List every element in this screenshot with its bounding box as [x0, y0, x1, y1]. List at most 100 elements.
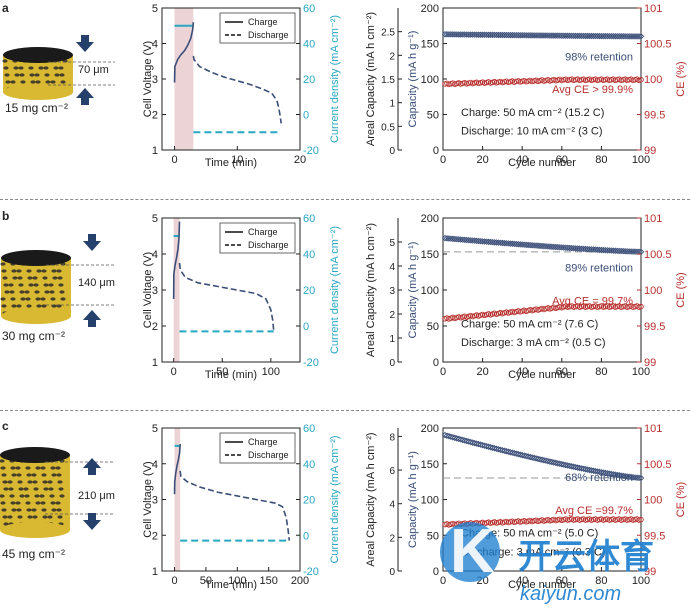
- capacity-point: [570, 245, 577, 252]
- capacity-point: [598, 246, 605, 254]
- pore: [35, 297, 41, 301]
- pore: [10, 501, 16, 505]
- capacity-point: [572, 245, 579, 252]
- y2-tick-label: 100.5: [644, 249, 672, 261]
- capacity-point: [582, 465, 589, 473]
- capacity-point: [602, 246, 609, 254]
- capacity-point: [576, 464, 583, 472]
- capacity-point: [546, 243, 554, 250]
- pore: [1, 269, 7, 273]
- pore: [11, 473, 17, 477]
- capacity-point: [588, 246, 595, 253]
- x-tick-label: 40: [516, 575, 528, 587]
- y-tick-label: 0: [433, 357, 439, 369]
- areal-tick-label: 2: [389, 310, 395, 321]
- x-tick-label: 20: [476, 575, 488, 587]
- pore: [27, 480, 33, 484]
- y2-tick-label: 99.5: [644, 530, 665, 542]
- capacity-point: [554, 460, 562, 467]
- pore: [1, 304, 7, 308]
- capacity-point: [623, 248, 631, 255]
- electrode-top: [1, 250, 71, 266]
- y-tick-label: 150: [421, 459, 439, 471]
- capacity-point: [629, 248, 637, 255]
- capacity-point: [564, 462, 571, 469]
- pore: [34, 494, 40, 498]
- x-tick-label: 50: [200, 575, 212, 587]
- capacity-point: [619, 247, 627, 255]
- electrode-base: [1, 308, 71, 324]
- areal-tick-label: 8: [389, 432, 395, 443]
- capacity-point: [552, 243, 560, 251]
- x-tick-label: 50: [216, 366, 228, 378]
- capacity-point: [621, 472, 629, 480]
- capacity-point: [600, 246, 607, 254]
- capacity-point: [516, 241, 524, 248]
- pore: [60, 297, 66, 301]
- capacity-point: [479, 441, 486, 449]
- pore: [55, 501, 61, 505]
- panel-label: b: [2, 209, 9, 223]
- capacity-point: [522, 452, 530, 460]
- pore: [14, 73, 20, 77]
- pore: [56, 508, 62, 512]
- ce-point: [638, 76, 644, 83]
- capacity-point: [530, 242, 538, 249]
- pore: [19, 73, 25, 77]
- ce-series: [442, 76, 644, 88]
- capacity-point: [602, 469, 609, 477]
- y2-tick-label: 99: [644, 566, 656, 578]
- capacity-point: [455, 435, 463, 443]
- pore: [50, 501, 56, 505]
- capacity-point: [623, 473, 631, 480]
- y2-tick-label: 101: [644, 213, 662, 225]
- thickness-label: 140 μm: [78, 277, 115, 289]
- capacity-point: [461, 437, 469, 444]
- capacity-point: [455, 236, 463, 243]
- ce-series: [442, 303, 644, 322]
- areal-tick-label: 4: [389, 500, 395, 511]
- capacity-point: [522, 241, 530, 249]
- pore: [47, 515, 53, 519]
- capacity-point: [548, 458, 556, 466]
- capacity-point: [457, 236, 465, 243]
- y-tick-label: 3: [152, 74, 158, 86]
- pore: [15, 501, 21, 505]
- capacity-point: [578, 465, 585, 472]
- pore: [41, 473, 47, 477]
- areal-tick-label: 4: [389, 262, 395, 273]
- capacity-point: [445, 432, 453, 440]
- y-axis-title: Capacity (mA h g⁻¹): [407, 31, 419, 128]
- capacity-point: [524, 453, 532, 460]
- pore: [56, 269, 62, 273]
- y2-tick-label: 100: [644, 495, 662, 507]
- capacity-point: [580, 465, 587, 473]
- capacity-point: [503, 447, 510, 455]
- discharge-condition: Discharge: 10 mA cm⁻² (3 C): [461, 125, 603, 137]
- capacity-point: [532, 242, 540, 249]
- ce-series: [442, 516, 644, 528]
- capacity-point: [558, 460, 566, 468]
- capacity-point: [615, 472, 623, 479]
- capacity-point: [532, 455, 540, 462]
- capacity-point: [515, 240, 522, 248]
- capacity-point: [576, 245, 583, 252]
- pore: [39, 494, 45, 498]
- capacity-point: [558, 244, 566, 251]
- compress-arrow-top-icon: [83, 234, 101, 251]
- x-tick-label: 100: [632, 366, 650, 378]
- pore: [0, 459, 5, 463]
- legend-box: [219, 222, 296, 254]
- pore: [1, 508, 7, 512]
- pore: [16, 473, 22, 477]
- pore: [0, 466, 6, 470]
- pore: [50, 297, 56, 301]
- x-tick-label: 0: [171, 154, 177, 166]
- capacity-point: [586, 466, 593, 474]
- pore: [16, 304, 22, 308]
- pore: [43, 487, 49, 491]
- x-tick-label: 0: [171, 575, 177, 587]
- capacity-point: [582, 245, 589, 253]
- capacity-point: [501, 239, 508, 247]
- pore: [58, 487, 64, 491]
